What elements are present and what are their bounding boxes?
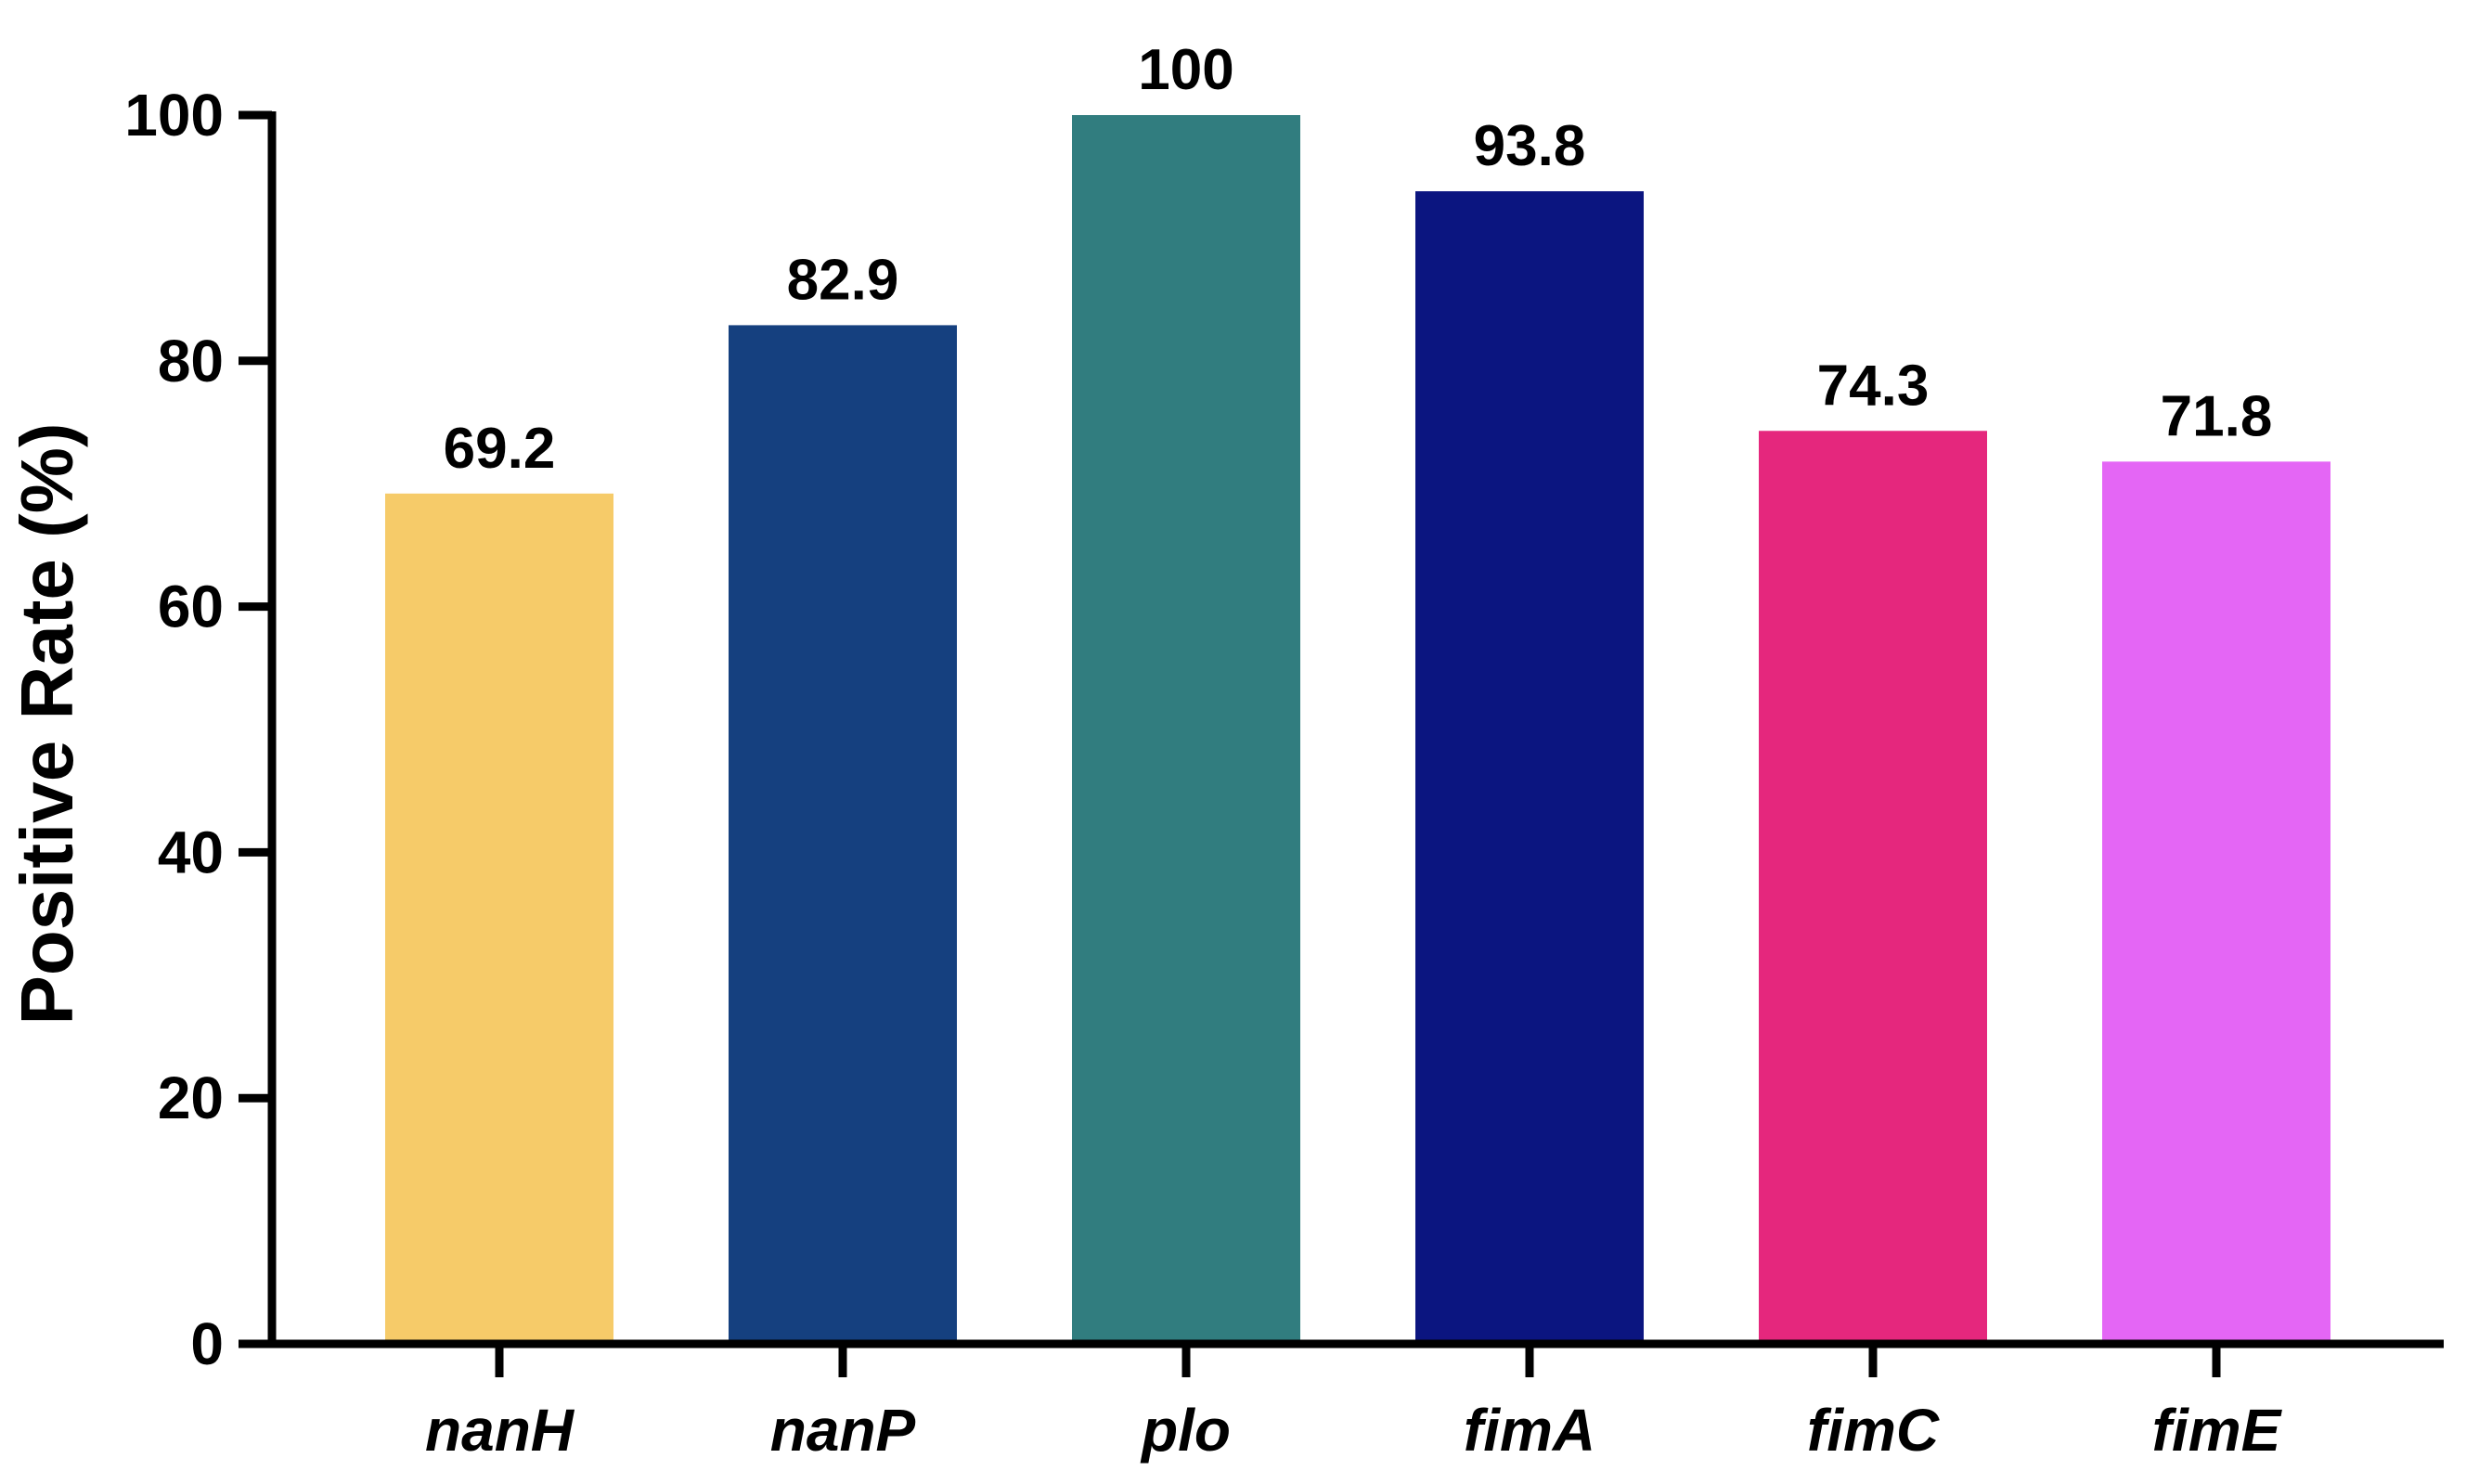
y-tick-label-60: 60 — [158, 574, 224, 640]
data-labels-group: 69.2 82.9 100 93.8 74.3 71.8 — [444, 38, 2273, 481]
x-axis: nanH nanP plo fimA fimC fimE — [268, 1339, 2444, 1464]
data-label-nanP: 82.9 — [787, 248, 899, 312]
bar-fimA — [1415, 191, 1644, 1344]
y-tick-label-40: 40 — [158, 819, 224, 885]
data-label-fimA: 93.8 — [1474, 114, 1586, 178]
data-label-nanH: 69.2 — [444, 417, 556, 481]
data-label-fimC: 74.3 — [1817, 354, 1930, 418]
x-tick-label-fimE: fimE — [2152, 1397, 2283, 1464]
y-axis-title: Positive Rate (%) — [6, 422, 88, 1025]
y-tick-label-80: 80 — [158, 328, 224, 394]
x-tick-label-nanP: nanP — [770, 1397, 916, 1464]
bar-fimE — [2102, 461, 2330, 1344]
bar-nanH — [385, 493, 613, 1344]
bars-group — [385, 115, 2330, 1344]
y-tick-label-0: 0 — [190, 1310, 224, 1377]
x-tick-label-fimC: fimC — [1807, 1397, 1940, 1464]
y-tick-label-100: 100 — [124, 82, 224, 148]
x-tick-label-plo: plo — [1140, 1397, 1231, 1464]
x-tick-label-fimA: fimA — [1464, 1397, 1595, 1464]
data-label-plo: 100 — [1138, 38, 1233, 102]
data-label-fimE: 71.8 — [2161, 384, 2273, 448]
y-tick-label-20: 20 — [158, 1065, 224, 1131]
x-tick-label-nanH: nanH — [425, 1397, 575, 1464]
bar-fimC — [1759, 431, 1987, 1344]
bar-plo — [1072, 115, 1300, 1344]
bar-nanP — [729, 325, 957, 1344]
y-axis: 0 20 40 60 80 100 — [124, 82, 277, 1377]
